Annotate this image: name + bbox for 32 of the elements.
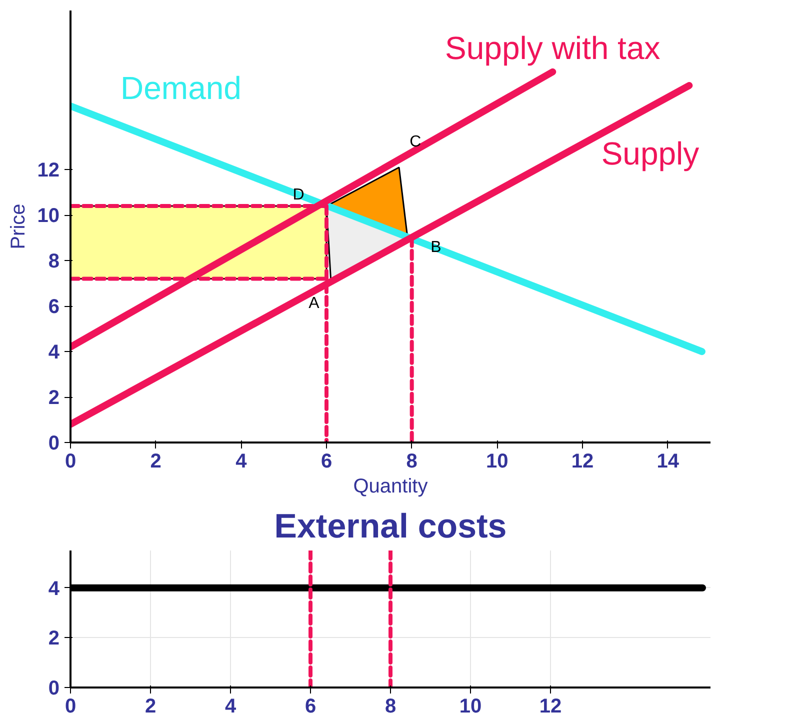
x-tick-label: 0 — [64, 696, 76, 718]
series-label: Demand — [120, 70, 242, 106]
y-axis-title: Price — [7, 204, 30, 250]
x-tick-label: 12 — [539, 696, 562, 718]
y-tick-label: 4 — [48, 342, 60, 364]
x-tick-label: 12 — [571, 450, 594, 472]
x-tick-label: 6 — [304, 696, 316, 718]
y-tick-label: 0 — [48, 678, 60, 700]
annotation: A — [308, 295, 320, 312]
series-label: Supply with tax — [445, 30, 660, 66]
y-tick-label: 8 — [48, 250, 60, 273]
x-tick-label: 6 — [320, 450, 332, 472]
y-tick-label: 0 — [48, 432, 60, 454]
x-tick-label: 4 — [224, 696, 237, 718]
y-tick-label: 12 — [37, 160, 60, 182]
x-tick-label: 0 — [64, 450, 76, 472]
series-label: Supply — [601, 136, 700, 172]
x-tick-label: 14 — [656, 450, 680, 472]
x-tick-label: 4 — [236, 450, 248, 472]
y-tick-label: 2 — [48, 628, 60, 650]
x-tick-label: 2 — [150, 450, 162, 472]
x-tick-label: 10 — [486, 450, 508, 472]
y-tick-label: 10 — [37, 205, 60, 228]
x-tick-label: 8 — [406, 450, 418, 472]
y-tick-label: 2 — [48, 387, 60, 410]
x-tick-label: 8 — [384, 696, 396, 718]
x-axis-title: Quantity — [353, 476, 428, 498]
y-tick-label: 6 — [48, 296, 60, 318]
y-tick-label: 4 — [48, 578, 60, 600]
chart-title: External costs — [274, 508, 507, 546]
x-tick-label: 10 — [459, 696, 482, 718]
x-tick-label: 2 — [144, 696, 156, 718]
